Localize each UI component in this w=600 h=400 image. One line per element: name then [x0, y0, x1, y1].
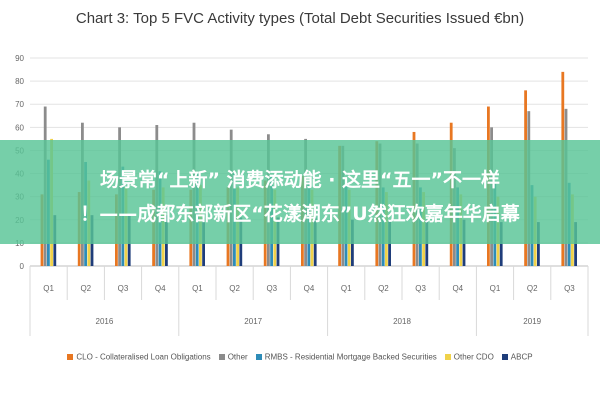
- x-tick-label: Q4: [155, 284, 166, 293]
- x-tick-label: Q1: [490, 284, 501, 293]
- bar-abcp-13: [537, 222, 540, 266]
- legend-swatch: [501, 353, 508, 360]
- x-tick-label: Q2: [80, 284, 91, 293]
- legend-label: Other: [227, 352, 248, 362]
- legend-swatch: [255, 353, 262, 360]
- bar-abcp-14: [574, 222, 577, 266]
- x-tick-label: Q4: [452, 284, 463, 293]
- y-tick-label: 60: [15, 123, 24, 132]
- chart-legend: CLO - Collateralised Loan Obligations Oth…: [0, 352, 600, 361]
- chart-title: Chart 3: Top 5 FVC Activity types (Total…: [75, 10, 525, 27]
- year-group-label: 2018: [393, 317, 411, 326]
- banner-headline-line-1[interactable]: 场景常“上新” 消费添动能 · 这里“五一”不一样: [99, 169, 500, 191]
- x-tick-label: Q2: [378, 284, 389, 293]
- bar-abcp-12: [499, 222, 503, 266]
- legend-label: RMBS - Residential Mortgage Backed Secur…: [264, 352, 437, 362]
- x-tick-label: Q3: [415, 284, 426, 293]
- x-tick-label: Q2: [527, 284, 538, 293]
- y-tick-label: 0: [20, 262, 25, 271]
- legend-label: ABCP: [510, 352, 533, 362]
- y-tick-label: 80: [15, 77, 24, 86]
- x-tick-label: Q1: [341, 284, 352, 293]
- legend-item: ABCP: [501, 352, 533, 362]
- legend-swatch: [444, 353, 451, 360]
- legend-item: Other: [218, 352, 248, 362]
- x-tick-label: Q1: [192, 284, 203, 293]
- legend-swatch: [218, 353, 225, 360]
- y-tick-label: 70: [15, 100, 24, 109]
- overlay-banner[interactable]: 场景常“上新” 消费添动能 · 这里“五一”不一样 ！——成都东部新区“花漾潮东…: [0, 140, 600, 244]
- x-tick-label: Q3: [266, 284, 277, 293]
- legend-label: CLO - Collateralised Loan Obligations: [76, 352, 211, 362]
- x-tick-label: Q1: [43, 284, 54, 293]
- legend-item: CLO - Collateralised Loan Obligations: [67, 352, 211, 362]
- legend-label: Other CDO: [453, 352, 494, 362]
- banner-headline-line-2[interactable]: ！——成都东部新区“花漾潮东”U然狂欢嘉年华启幕: [80, 203, 520, 225]
- legend-item: RMBS - Residential Mortgage Backed Secur…: [255, 352, 437, 362]
- legend-swatch: [67, 353, 74, 360]
- x-tick-label: Q4: [304, 284, 315, 293]
- x-tick-label: Q3: [118, 284, 129, 293]
- year-group-label: 2019: [523, 317, 541, 326]
- x-tick-label: Q3: [564, 284, 575, 293]
- year-group-label: 2016: [96, 317, 114, 326]
- y-tick-label: 90: [15, 54, 24, 63]
- year-group-label: 2017: [244, 317, 262, 326]
- x-tick-label: Q2: [229, 284, 240, 293]
- legend-item: Other CDO: [444, 352, 494, 362]
